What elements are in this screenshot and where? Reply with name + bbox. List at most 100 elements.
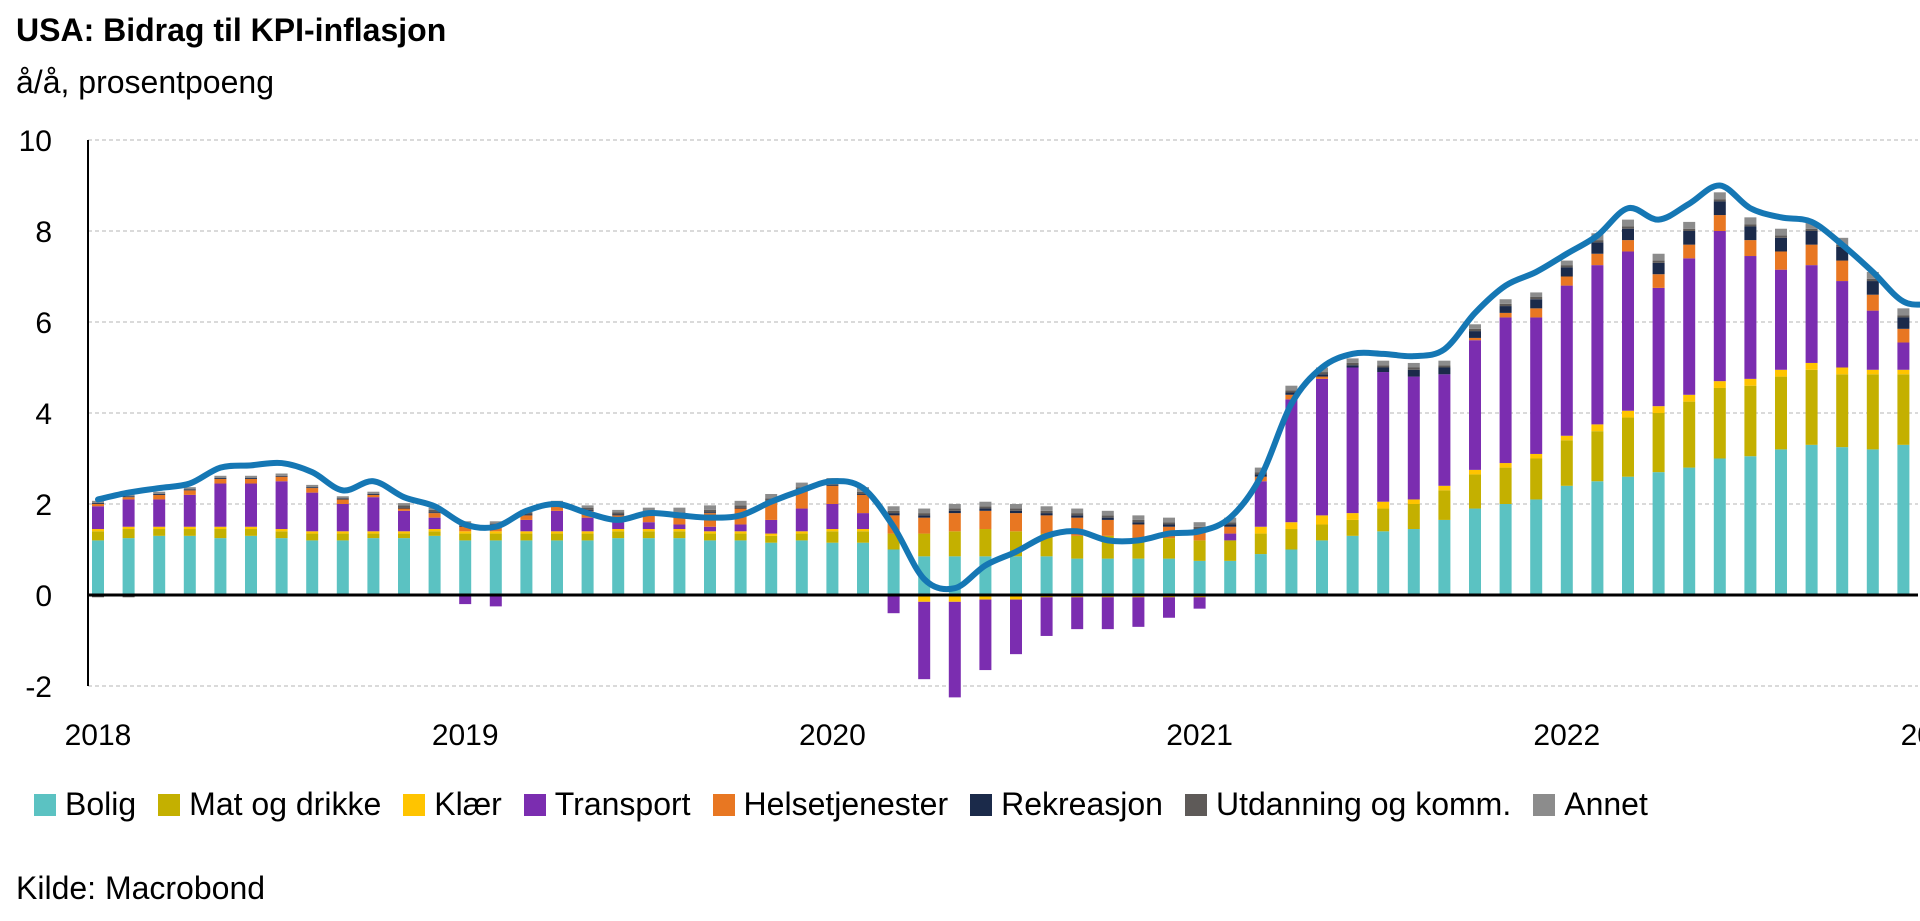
x-tick-label-2020: 2020 (799, 719, 866, 752)
x-tick-label-2021: 2021 (1166, 719, 1233, 752)
bar-utdanning-og-komm--2020-10 (1101, 515, 1114, 518)
legend-item-2: Klær (403, 786, 502, 823)
bar-helsetjenester-2022-09 (1805, 244, 1818, 266)
bar-helsetjenester-2021-12 (1530, 308, 1543, 318)
total-inflation-line (95, 182, 1920, 593)
bar-rekreasjon-2021-07 (1377, 367, 1390, 373)
bar-bolig-2020-02 (857, 542, 869, 595)
bar-annet-2022-06 (1713, 192, 1726, 200)
bar-bolig-2022-04 (1652, 472, 1665, 595)
y-tick-label-2: 2 (35, 489, 52, 522)
bar-transport-2018-12 (428, 517, 441, 530)
bar-transport-2020-09 (1071, 597, 1084, 630)
bar-rekreasjon-2018-03 (153, 493, 166, 495)
bar-rekreasjon-2022-03 (1622, 228, 1634, 241)
bar-utdanning-og-komm--2022-04 (1652, 260, 1665, 263)
bar-rekreasjon-2018-08 (306, 487, 319, 489)
bar-transport-2021-10 (1469, 340, 1481, 470)
bar-utdanning-og-komm--2021-02 (1224, 522, 1237, 525)
bar-annet-2018-07 (275, 473, 288, 476)
bar-mat-og-drikke-2019-08 (673, 531, 686, 539)
bar-annet-2021-07 (1377, 360, 1390, 366)
bar-bolig-2018-12 (428, 535, 441, 595)
bar-transport-2020-04 (918, 601, 931, 680)
bar-bolig-2022-03 (1622, 476, 1634, 595)
bar-transport-2018-10 (367, 497, 380, 532)
bar-transport-2018-06 (245, 483, 257, 527)
bar-transport-2021-12 (1530, 317, 1543, 454)
bar-transport-2021-09 (1438, 374, 1451, 486)
bar-bolig-2021-02 (1224, 560, 1237, 595)
bar-mat-og-drikke-2022-07 (1744, 385, 1757, 457)
bar-helsetjenester-2021-02 (1224, 526, 1237, 534)
bar-utdanning-og-komm--2019-06 (612, 512, 625, 515)
bar-annet-2019-11 (765, 493, 778, 499)
bar-annet-2020-03 (887, 506, 900, 511)
y-tick-label-4: 6 (35, 307, 52, 340)
bar-bolig-2021-06 (1346, 535, 1359, 595)
bar-bolig-2020-11 (1132, 558, 1145, 595)
bar-transport-2018-08 (306, 492, 319, 532)
x-tick-label-2019: 2019 (432, 719, 499, 752)
bar-helsetjenester-2020-07 (1010, 513, 1022, 532)
bar-kl-r-2021-09 (1438, 485, 1451, 491)
bar-bolig-2022-11 (1866, 449, 1879, 595)
bar-bolig-2022-09 (1805, 444, 1818, 595)
bar-kl-r-2022-01 (1560, 435, 1573, 441)
bar-bolig-2021-10 (1469, 508, 1481, 595)
bar-helsetjenester-2021-10 (1469, 337, 1481, 341)
bar-mat-og-drikke-2022-04 (1652, 413, 1665, 473)
bar-mat-og-drikke-2019-06 (612, 531, 625, 539)
bar-rekreasjon-2021-06 (1346, 365, 1359, 368)
bar-transport-2019-02 (489, 595, 502, 607)
bars-group (92, 192, 1910, 698)
bar-bolig-2019-12 (795, 540, 808, 595)
bar-utdanning-og-komm--2020-02 (857, 491, 869, 494)
bar-kl-r-2022-05 (1683, 394, 1696, 402)
bar-transport-2021-08 (1407, 376, 1420, 500)
bar-mat-og-drikke-2022-05 (1683, 401, 1696, 468)
bar-mat-og-drikke-2021-04 (1285, 529, 1298, 550)
bar-annet-2020-06 (979, 501, 992, 507)
bar-rekreasjon-2022-06 (1713, 201, 1726, 216)
bar-transport-2019-12 (795, 508, 808, 532)
bar-rekreasjon-2020-07 (1010, 510, 1022, 514)
legend-item-1: Mat og drikke (158, 786, 381, 823)
bar-transport-2022-01 (1560, 285, 1573, 436)
bar-transport-2021-06 (1346, 367, 1359, 514)
bar-utdanning-og-komm--2019-05 (581, 507, 594, 510)
bar-mat-og-drikke-2018-11 (398, 533, 410, 539)
bar-utdanning-og-komm--2021-01 (1193, 526, 1206, 530)
bar-transport-2018-11 (398, 510, 410, 532)
bar-utdanning-og-komm--2021-08 (1407, 367, 1420, 370)
bar-transport-2018-01 (92, 506, 104, 530)
bar-kl-r-2019-11 (765, 533, 778, 536)
bar-helsetjenester-2018-06 (245, 478, 257, 484)
bar-mat-og-drikke-2019-10 (734, 533, 747, 541)
bar-helsetjenester-2022-10 (1836, 260, 1849, 282)
bar-utdanning-og-komm--2022-08 (1775, 235, 1787, 238)
bar-rekreasjon-2020-12 (1163, 524, 1175, 527)
bar-utdanning-og-komm--2022-11 (1866, 278, 1879, 282)
bar-transport-2020-12 (1163, 597, 1175, 618)
bar-utdanning-og-komm--2022-07 (1744, 224, 1757, 227)
bar-helsetjenester-2018-09 (336, 499, 349, 504)
bar-transport-2018-07 (275, 481, 288, 530)
bar-utdanning-og-komm--2022-06 (1713, 199, 1726, 202)
bar-bolig-2018-06 (245, 535, 257, 595)
legend-label-7: Annet (1564, 786, 1648, 822)
bar-bolig-2020-03 (887, 549, 900, 595)
bar-annet-2021-12 (1530, 292, 1543, 297)
bar-mat-og-drikke-2018-07 (275, 531, 288, 539)
legend-item-3: Transport (523, 786, 691, 823)
bar-kl-r-2018-03 (153, 526, 166, 530)
legend-label-2: Klær (434, 786, 502, 822)
bar-rekreasjon-2021-04 (1285, 392, 1298, 395)
bar-utdanning-og-komm--2020-11 (1132, 519, 1145, 523)
bar-mat-og-drikke-2019-01 (459, 533, 472, 541)
grid-lines (88, 139, 1918, 687)
bar-bolig-2021-03 (1254, 554, 1267, 595)
bar-bolig-2022-01 (1560, 485, 1573, 595)
bar-transport-2022-11 (1866, 310, 1879, 370)
